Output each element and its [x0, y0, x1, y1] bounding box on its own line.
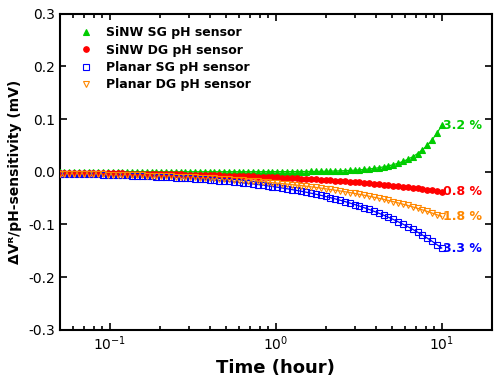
Planar DG pH sensor — [395, 201, 401, 205]
Planar SG pH sensor — [56, 171, 62, 176]
Planar DG pH sensor — [226, 177, 232, 182]
Line: SiNW DG pH sensor: SiNW DG pH sensor — [57, 170, 444, 194]
SiNW SG pH sensor — [395, 161, 401, 166]
SiNW DG pH sensor — [395, 184, 401, 188]
Text: 0.8 %: 0.8 % — [443, 185, 482, 198]
SiNW DG pH sensor — [438, 189, 444, 194]
Planar SG pH sensor — [395, 219, 401, 224]
Text: 3.3 %: 3.3 % — [443, 241, 482, 254]
Planar SG pH sensor — [289, 187, 295, 192]
Planar SG pH sensor — [284, 186, 290, 191]
SiNW SG pH sensor — [304, 169, 310, 174]
Planar SG pH sensor — [318, 193, 324, 198]
Legend: SiNW SG pH sensor, SiNW DG pH sensor, Planar SG pH sensor, Planar DG pH sensor: SiNW SG pH sensor, SiNW DG pH sensor, Pl… — [66, 20, 257, 98]
Text: 3.2 %: 3.2 % — [443, 119, 482, 132]
SiNW SG pH sensor — [289, 169, 295, 174]
SiNW DG pH sensor — [289, 176, 295, 181]
Y-axis label: ΔVᴿ/pH-sensitivity (mV): ΔVᴿ/pH-sensitivity (mV) — [8, 80, 22, 264]
Text: 1.8 %: 1.8 % — [443, 210, 482, 223]
Line: Planar SG pH sensor: Planar SG pH sensor — [57, 171, 444, 251]
Planar DG pH sensor — [289, 182, 295, 187]
SiNW SG pH sensor — [284, 169, 290, 174]
SiNW DG pH sensor — [318, 177, 324, 182]
SiNW DG pH sensor — [226, 173, 232, 178]
Planar DG pH sensor — [318, 186, 324, 191]
Line: Planar DG pH sensor: Planar DG pH sensor — [57, 171, 444, 219]
Planar DG pH sensor — [438, 214, 444, 219]
SiNW SG pH sensor — [226, 169, 232, 174]
Line: SiNW SG pH sensor: SiNW SG pH sensor — [57, 123, 444, 174]
SiNW DG pH sensor — [304, 177, 310, 181]
Planar SG pH sensor — [226, 179, 232, 184]
SiNW SG pH sensor — [56, 169, 62, 174]
Planar DG pH sensor — [304, 184, 310, 189]
Planar SG pH sensor — [304, 190, 310, 194]
X-axis label: Time (hour): Time (hour) — [216, 359, 335, 377]
Planar DG pH sensor — [284, 182, 290, 186]
SiNW SG pH sensor — [318, 169, 324, 174]
SiNW SG pH sensor — [438, 123, 444, 128]
Planar DG pH sensor — [56, 171, 62, 176]
SiNW DG pH sensor — [56, 171, 62, 175]
SiNW DG pH sensor — [284, 176, 290, 180]
Planar SG pH sensor — [438, 246, 444, 250]
